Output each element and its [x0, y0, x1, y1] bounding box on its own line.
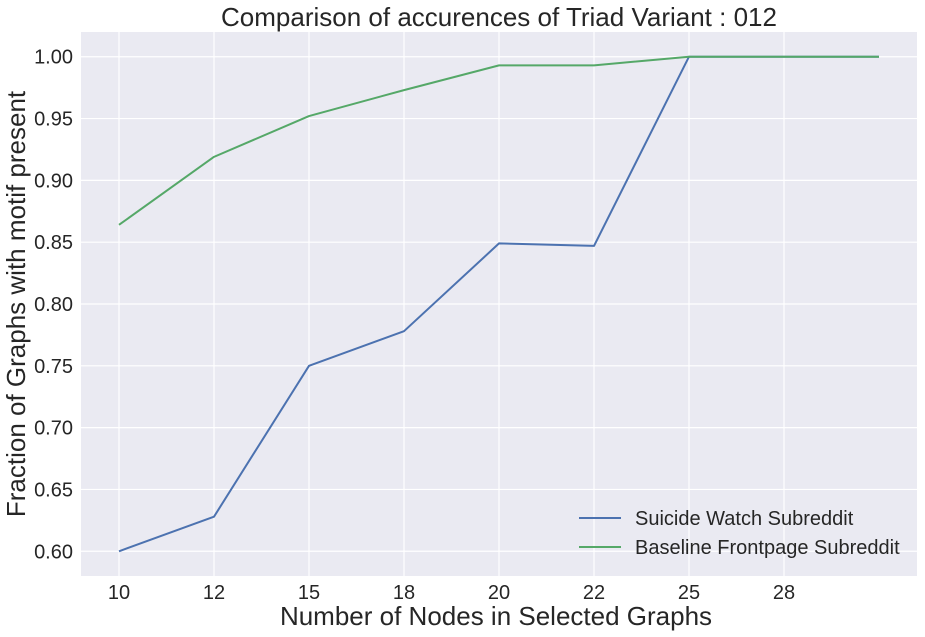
y-tick-label: 0.90: [34, 170, 73, 192]
x-tick-label: 12: [203, 582, 225, 604]
x-tick-label: 22: [583, 582, 605, 604]
y-tick-labels: 0.60 0.65 0.70 0.75 0.80 0.85 0.90 0.95 1.00: [34, 47, 73, 564]
series-line-baseline-frontpage: [118, 55, 879, 226]
x-tick-label: 18: [393, 582, 415, 604]
series-lines: [118, 55, 879, 553]
legend-label-baseline-frontpage: Baseline Frontpage Subreddit: [635, 537, 900, 559]
x-tick-label: 25: [678, 582, 700, 604]
y-tick-label: 0.70: [34, 418, 73, 440]
y-axis-label: Fraction of Graphs with motif present: [1, 90, 31, 517]
grid-lines: [81, 32, 917, 576]
legend: Suicide Watch Subreddit Baseline Frontpa…: [579, 508, 900, 559]
x-tick-label: 10: [108, 582, 130, 604]
y-tick-label: 0.80: [34, 294, 73, 316]
x-axis-label: Number of Nodes in Selected Graphs: [280, 601, 712, 631]
chart-title: Comparison of accurences of Triad Varian…: [221, 2, 777, 32]
x-tick-labels: 10 12 15 18 20 22 25 28: [108, 582, 795, 604]
y-tick-label: 0.95: [34, 109, 73, 131]
y-tick-label: 1.00: [34, 47, 73, 69]
y-tick-label: 0.75: [34, 356, 73, 378]
x-tick-label: 20: [488, 582, 510, 604]
x-tick-label: 28: [773, 582, 795, 604]
y-tick-label: 0.65: [34, 479, 73, 501]
legend-label-suicide-watch: Suicide Watch Subreddit: [635, 508, 854, 530]
x-tick-label: 15: [298, 582, 320, 604]
y-tick-label: 0.85: [34, 232, 73, 254]
y-tick-label: 0.60: [34, 541, 73, 563]
